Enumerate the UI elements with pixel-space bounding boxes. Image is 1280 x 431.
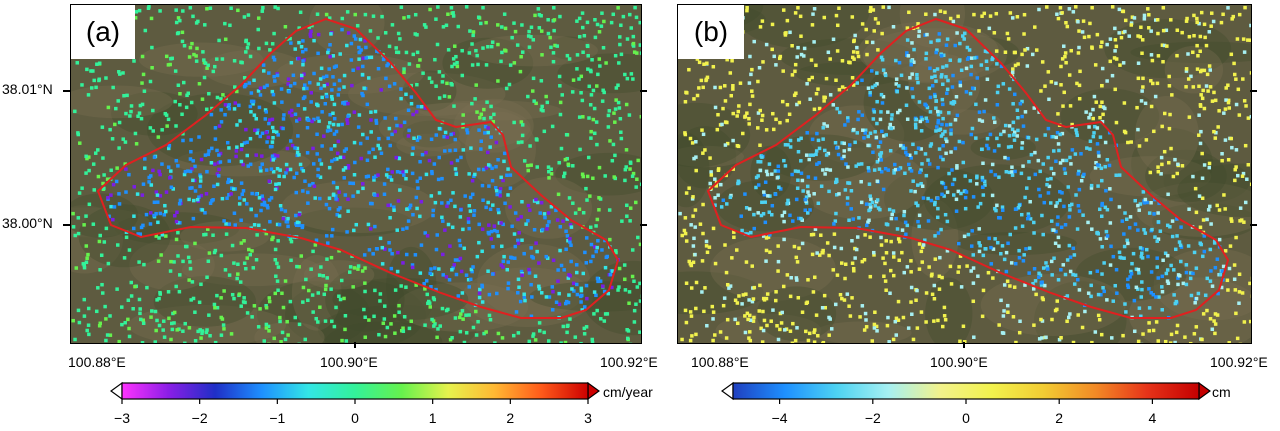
lat-tick [640, 90, 647, 92]
lat-tick [1250, 90, 1257, 92]
colorbar-tick-label: 4 [1149, 410, 1157, 426]
lon-tick-label: 100.88°E [691, 354, 749, 370]
colorbar-tick-label: −2 [865, 410, 881, 426]
colorbar-tick-label: −3 [114, 410, 130, 426]
colorbar-b: −4 −2 0 2 4 [721, 381, 1211, 426]
lat-tick-label: 38.01°N [2, 81, 53, 97]
lon-tick-label: 100.90°E [320, 354, 378, 370]
lat-tick [1250, 224, 1257, 226]
lon-tick-label: 100.88°E [68, 354, 126, 370]
lon-tick [354, 342, 356, 348]
panel-a: (a) 38.01°N 38.00°N 100.88°E 100.90°E 10… [2, 4, 658, 426]
colorbar-unit-b: cm [1212, 384, 1231, 400]
colorbar-tick-label: 2 [506, 410, 514, 426]
colorbar-max-arrow [587, 381, 600, 401]
colorbar-min-arrow [110, 381, 123, 401]
colorbar-a: −3 −2 −1 0 1 2 3 [110, 381, 600, 426]
colorbar-gradient [121, 382, 589, 400]
colorbar-tick-label: −2 [192, 410, 208, 426]
lat-tick [63, 90, 70, 92]
colorbar-min-arrow [721, 381, 734, 401]
colorbar-tick-label: 1 [429, 410, 437, 426]
panel-label-b: (b) [678, 5, 744, 59]
lon-tick-label: 100.90°E [930, 354, 988, 370]
colorbar-tick-label: −1 [269, 410, 285, 426]
lon-tick-label: 100.92°E [1210, 354, 1268, 370]
landslide-boundary [706, 17, 1230, 319]
lon-tick [963, 342, 965, 348]
colorbar-tick-label: 2 [1055, 410, 1063, 426]
lat-tick [640, 224, 647, 226]
colorbar-unit-a: cm/year [603, 384, 653, 400]
velocity-map [70, 4, 642, 344]
colorbar-tick-label: 0 [962, 410, 970, 426]
colorbar-gradient [732, 382, 1200, 400]
panel-b: (b) 100.88°E 100.90°E 100.92°E −4 −2 0 2 4 c… [650, 0, 1280, 431]
displacement-map [677, 4, 1252, 344]
colorbar-tick-label: 0 [351, 410, 359, 426]
lon-tick-label: 100.92°E [600, 354, 658, 370]
colorbar-max-arrow [1198, 381, 1211, 401]
lat-tick [63, 224, 70, 226]
colorbar-tick-label: 3 [584, 410, 592, 426]
panel-label-a: (a) [71, 5, 135, 59]
colorbar-tick-label: −4 [772, 410, 788, 426]
lat-tick-label: 38.00°N [2, 215, 53, 231]
landslide-boundary [96, 17, 620, 319]
